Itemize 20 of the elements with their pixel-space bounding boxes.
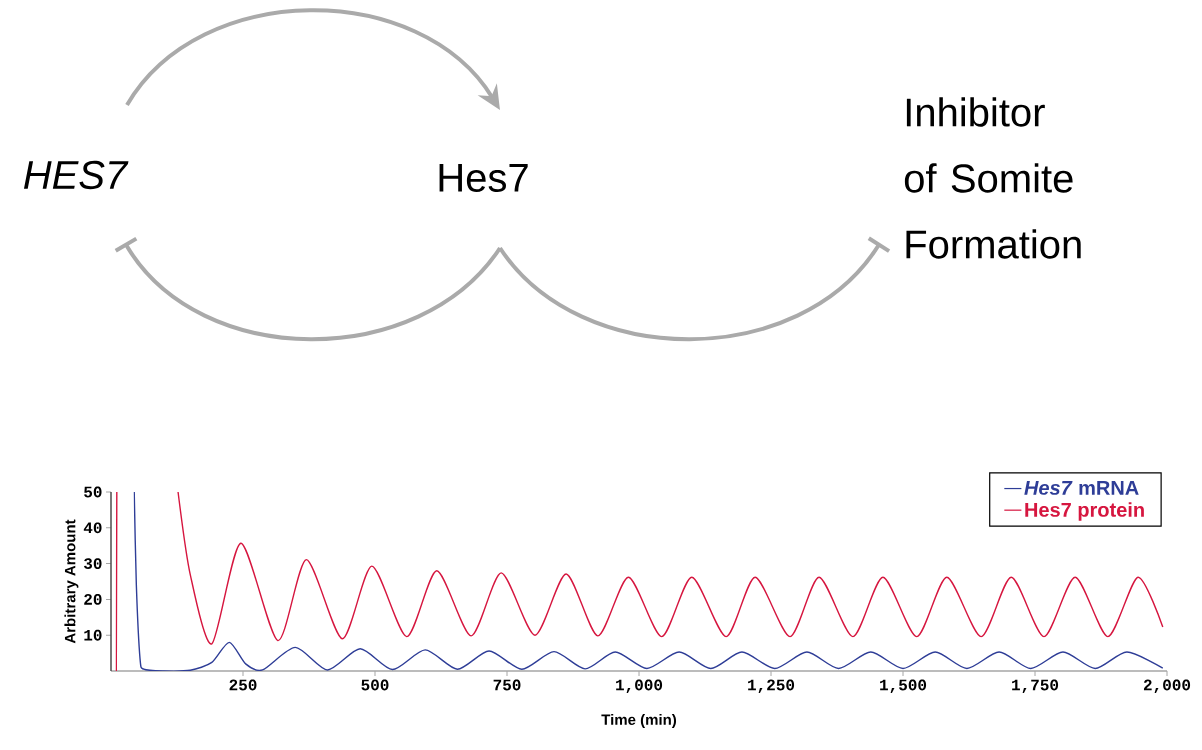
legend-label: Hes7 protein <box>1025 502 1144 521</box>
x-tick-label: 500 <box>361 679 389 691</box>
x-tick-label: 1,000 <box>616 679 663 694</box>
x-tick-label: 2,000 <box>1143 679 1191 694</box>
x-tick-label: 1,250 <box>748 679 795 694</box>
y-tick-label: 40 <box>83 522 102 534</box>
y-axis-title: Arbitrary Amount <box>64 519 79 644</box>
x-tick-label: 750 <box>493 679 521 691</box>
text: HES7 <box>23 160 129 190</box>
text: Hes7 <box>439 164 528 192</box>
text: Inhibitor of Somite Formation <box>904 97 1081 259</box>
x-axis-title: Time (min) <box>601 713 677 728</box>
x-tick-label: 1,500 <box>880 679 927 694</box>
x-tick-label: 250 <box>229 679 257 691</box>
y-tick-label: 20 <box>84 593 102 605</box>
legend-label: Hes7 mRNA <box>1024 480 1139 495</box>
y-tick-label: 10 <box>84 629 102 641</box>
y-tick-label: 50 <box>84 486 102 498</box>
y-tick-label: 30 <box>83 558 102 570</box>
x-tick-label: 1,750 <box>1012 679 1059 694</box>
